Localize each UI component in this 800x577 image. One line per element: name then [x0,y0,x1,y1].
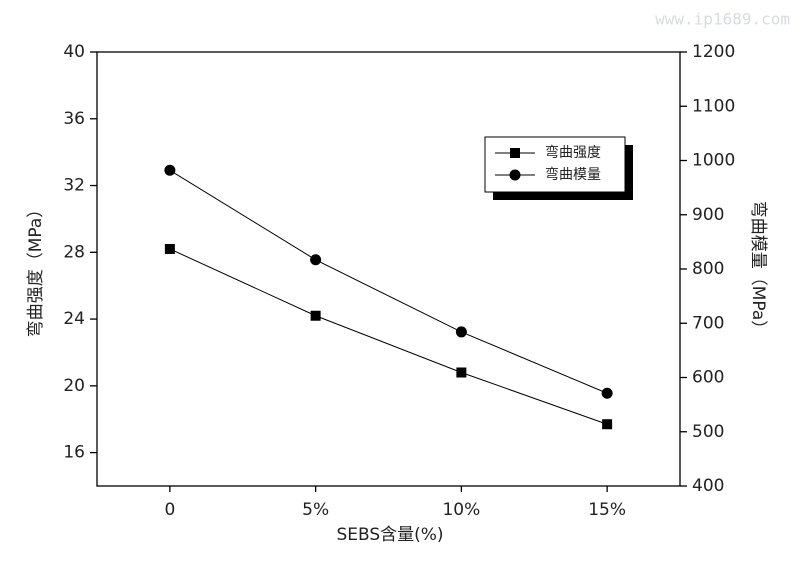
series-line [169,169,608,394]
marker [164,164,176,176]
watermark: www.ip1689.com [655,10,790,29]
marker [509,169,521,181]
y2-tick-label: 400 [692,476,724,496]
y2-tick-label: 700 [692,313,724,333]
y2-tick-label: 1100 [692,96,735,116]
y-tick-label: 16 [63,443,85,463]
y-tick-label: 24 [63,309,85,329]
legend [484,136,626,193]
y-tick-label: 40 [63,42,85,62]
y2-tick-label: 900 [692,205,724,225]
marker [456,367,467,378]
x-axis-label: SEBS含量(%) [336,525,443,545]
marker [164,243,175,254]
y2-tick-label: 500 [692,422,724,442]
marker [310,310,321,321]
legend-label: 弯曲模量 [545,166,601,183]
x-tick-label: 0 [164,500,175,520]
marker [510,148,520,158]
series-line [169,248,608,425]
marker [601,387,613,399]
marker [602,419,613,430]
y-tick-label: 36 [63,109,85,129]
marker [310,254,322,266]
x-tick-label: 15% [588,500,626,520]
y-tick-label: 20 [63,376,85,396]
y2-tick-label: 1000 [692,151,735,171]
y-axis-label: 弯曲强度（MPa） [26,201,46,338]
x-tick-label: 10% [442,500,480,520]
legend-label: 弯曲强度 [545,144,601,161]
y2-tick-label: 600 [692,368,724,388]
y-tick-label: 32 [63,176,85,196]
y2-axis-label: 弯曲模量（MPa） [748,201,768,338]
y-tick-label: 28 [63,242,85,262]
plot-frame [96,51,681,487]
marker [455,326,467,338]
x-tick-label: 5% [302,500,329,520]
y2-tick-label: 800 [692,259,724,279]
y2-tick-label: 1200 [692,42,735,62]
